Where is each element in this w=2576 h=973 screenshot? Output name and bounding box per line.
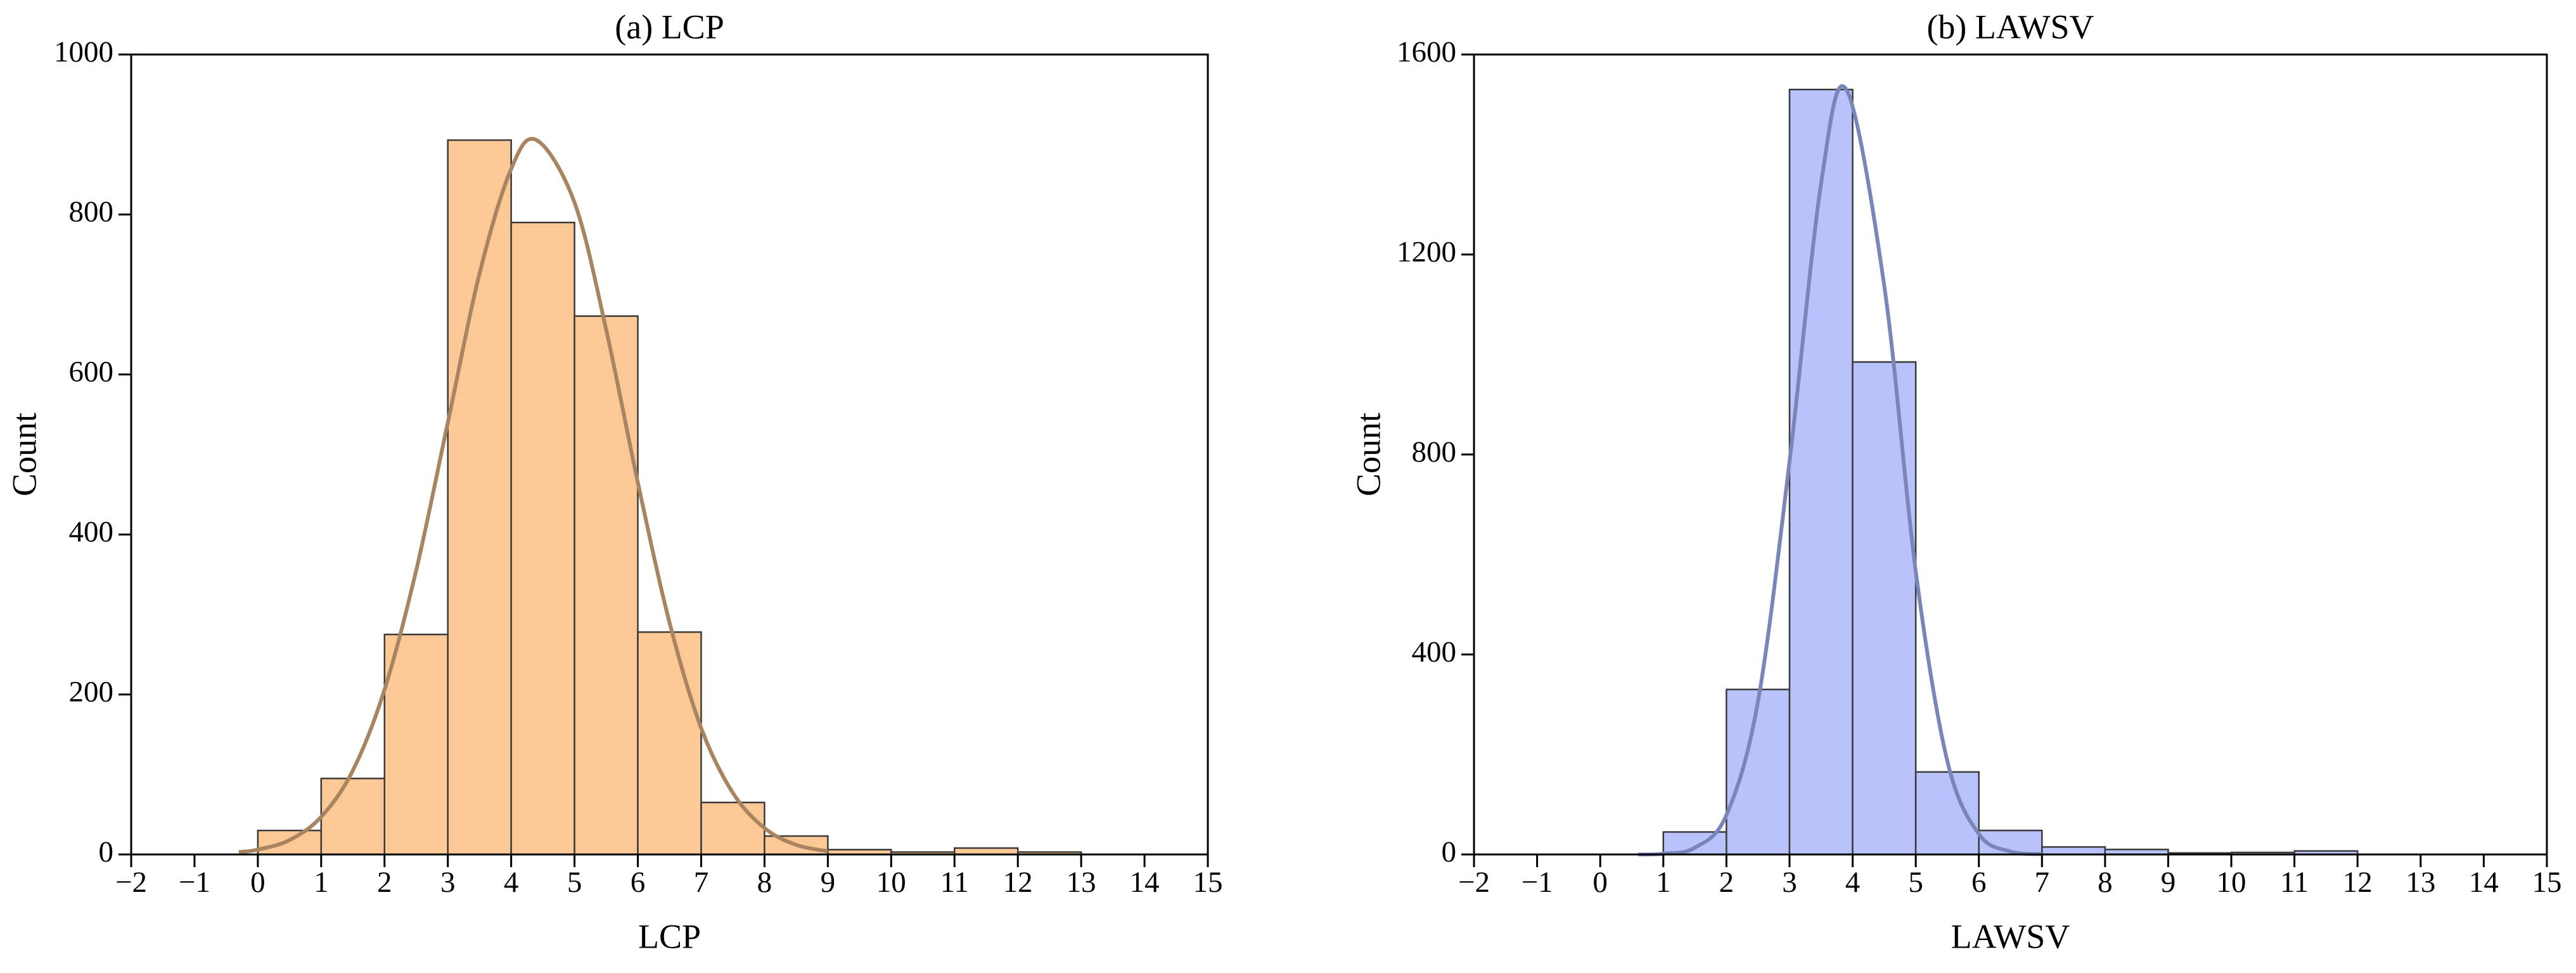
bar <box>953 847 1019 856</box>
bar <box>510 221 575 856</box>
x-tick-label: 9 <box>821 866 836 899</box>
y-tick-label: 1000 <box>54 35 113 68</box>
x-tick-label: 13 <box>2406 866 2435 899</box>
y-tick-label: 200 <box>69 675 114 708</box>
bar <box>383 633 449 856</box>
x-tick-label: 13 <box>1067 866 1096 899</box>
x-tick-label: 10 <box>2217 866 2246 899</box>
y-tick-label: 0 <box>99 835 114 868</box>
x-tick-label: 8 <box>757 866 772 899</box>
bar <box>637 631 702 856</box>
y-tick-label: 800 <box>1412 435 1457 468</box>
x-tick-label: −1 <box>179 866 210 899</box>
x-tick-label: 0 <box>1592 866 1608 899</box>
x-tick-label: 15 <box>2532 866 2562 899</box>
x-tick-label: −2 <box>115 866 147 899</box>
y-tick-label: 800 <box>69 195 114 228</box>
x-tick-label: 15 <box>1193 866 1223 899</box>
x-tick-label: 10 <box>876 866 906 899</box>
x-tick-label: 5 <box>1908 866 1923 899</box>
bar <box>1852 361 1917 856</box>
bar <box>1662 831 1727 856</box>
chart-title: (b) LAWSV <box>1926 8 2094 46</box>
y-axis-label: Count <box>1349 413 1387 496</box>
x-tick-label: 14 <box>2469 866 2499 899</box>
x-tick-label: 0 <box>250 866 266 899</box>
x-tick-label: 12 <box>2343 866 2373 899</box>
y-tick-label: 400 <box>69 515 114 548</box>
fit-curve <box>238 137 828 854</box>
y-tick-label: 0 <box>1442 835 1457 868</box>
x-tick-label: 5 <box>567 866 582 899</box>
x-tick-label: 7 <box>2035 866 2050 899</box>
x-tick-label: 1 <box>314 866 329 899</box>
x-axis-label: LAWSV <box>1951 917 2070 955</box>
x-tick-label: 3 <box>440 866 456 899</box>
x-tick-label: 7 <box>694 866 709 899</box>
x-tick-label: 6 <box>1971 866 1987 899</box>
plot-frame <box>1473 53 2548 856</box>
bar <box>320 777 386 856</box>
bar <box>574 315 639 856</box>
x-tick-label: 3 <box>1782 866 1797 899</box>
x-tick-label: 12 <box>1003 866 1033 899</box>
x-tick-label: −1 <box>1522 866 1553 899</box>
bar <box>700 801 766 856</box>
x-tick-label: 9 <box>2161 866 2176 899</box>
x-tick-label: 2 <box>377 866 392 899</box>
bar <box>447 139 512 856</box>
x-tick-label: 4 <box>504 866 519 899</box>
x-tick-label: 8 <box>2098 866 2113 899</box>
x-tick-label: 1 <box>1656 866 1671 899</box>
bar <box>1788 88 1854 856</box>
x-tick-label: −2 <box>1458 866 1490 899</box>
x-tick-label: 2 <box>1719 866 1734 899</box>
x-tick-label: 14 <box>1130 866 1160 899</box>
y-tick-label: 400 <box>1412 635 1457 668</box>
x-tick-label: 4 <box>1845 866 1861 899</box>
bar <box>1914 771 1980 856</box>
bar <box>2041 846 2106 856</box>
y-tick-label: 600 <box>69 356 114 389</box>
y-tick-label: 1200 <box>1397 235 1456 268</box>
x-tick-label: 11 <box>940 866 969 899</box>
x-tick-label: 6 <box>631 866 646 899</box>
x-axis-label: LCP <box>638 917 701 955</box>
x-tick-label: 11 <box>2280 866 2309 899</box>
fit-curve <box>1637 84 2042 857</box>
bar <box>257 829 323 856</box>
plot-frame <box>130 53 1209 856</box>
chart-title: (a) LCP <box>615 8 724 46</box>
y-axis-label: Count <box>5 413 43 496</box>
y-tick-label: 1600 <box>1397 35 1456 68</box>
bar <box>1726 688 1791 856</box>
